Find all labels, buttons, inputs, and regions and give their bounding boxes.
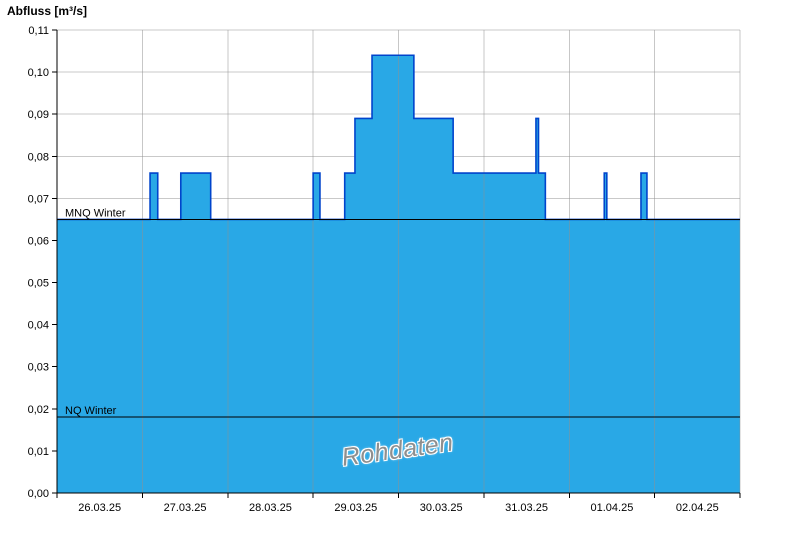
reference-line-label: MNQ Winter: [65, 207, 126, 219]
y-tick-label: 0,06: [28, 235, 49, 247]
y-axis-title: Abfluss [m³/s]: [7, 4, 88, 18]
x-tick-label: 27.03.25: [164, 502, 207, 514]
x-tick-label: 29.03.25: [334, 502, 377, 514]
y-tick-label: 0,08: [28, 151, 49, 163]
x-tick-label: 02.04.25: [676, 502, 719, 514]
y-tick-label: 0,11: [28, 25, 49, 37]
y-tick-label: 0,02: [28, 404, 49, 416]
x-tick-label: 30.03.25: [420, 502, 463, 514]
y-tick-label: 0,07: [28, 193, 49, 205]
y-tick-label: 0,01: [28, 446, 49, 458]
y-tick-label: 0,04: [28, 320, 49, 332]
x-tick-label: 01.04.25: [591, 502, 634, 514]
y-tick-label: 0,09: [28, 109, 49, 121]
reference-line-label: NQ Winter: [65, 405, 117, 417]
x-tick-label: 31.03.25: [505, 502, 548, 514]
y-tick-label: 0,03: [28, 362, 49, 374]
x-tick-label: 26.03.25: [78, 502, 121, 514]
y-tick-label: 0,10: [28, 67, 49, 79]
x-tick-label: 28.03.25: [249, 502, 292, 514]
y-tick-label: 0,00: [28, 488, 49, 500]
y-tick-label: 0,05: [28, 278, 49, 290]
series-line: [57, 54, 740, 221]
